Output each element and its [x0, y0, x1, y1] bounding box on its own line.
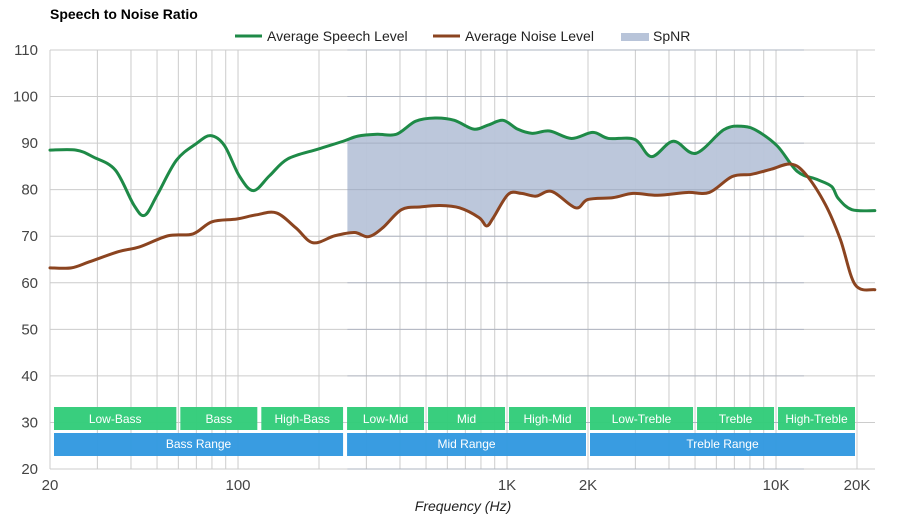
y-tick-label: 50: [21, 321, 38, 338]
band-mid: [428, 407, 506, 430]
y-tick-label: 90: [21, 135, 38, 152]
band-high-mid: [509, 407, 586, 430]
legend-label: Average Noise Level: [465, 28, 594, 44]
x-tick-label: 2K: [579, 477, 597, 494]
band-bass: [180, 407, 258, 430]
series-average-speech-level: [48, 116, 877, 218]
x-tick-label: 1K: [498, 477, 516, 494]
range-label: Treble Range: [686, 437, 759, 451]
y-axis: 20 30 40 50 60 70 80 90 100 110: [13, 42, 38, 478]
legend-label: Average Speech Level: [267, 28, 408, 44]
y-tick-label: 30: [21, 414, 38, 431]
x-axis: 20 100 1K 2K 10K 20K: [42, 477, 871, 494]
band-label: Mid: [457, 412, 476, 426]
band-low-mid: [347, 407, 425, 430]
range-bass-range: [54, 433, 344, 456]
y-tick-label: 80: [21, 182, 38, 199]
legend: Average Speech Level Average Noise Level S…: [235, 28, 690, 44]
legend-label: SpNR: [653, 28, 690, 44]
range-label: Mid Range: [438, 437, 496, 451]
band-treble: [697, 407, 775, 430]
band-high-bass: [261, 407, 344, 430]
legend-swatch: [621, 33, 649, 41]
range-mid-range: [347, 433, 586, 456]
x-tick-label: 10K: [763, 477, 790, 494]
range-label: Bass Range: [166, 437, 232, 451]
band-label: High-Bass: [275, 412, 330, 426]
y-tick-label: 20: [21, 461, 38, 478]
band-label: Bass: [205, 412, 232, 426]
y-tick-label: 110: [14, 42, 38, 59]
range-treble-range: [590, 433, 855, 456]
x-tick-label: 20: [42, 477, 59, 494]
band-high-treble: [778, 407, 855, 430]
y-tick-label: 70: [21, 228, 38, 245]
y-tick-label: 40: [21, 368, 38, 385]
band-low-bass: [54, 407, 177, 430]
band-label: Low-Mid: [363, 412, 408, 426]
band-label: High-Treble: [785, 412, 848, 426]
band-label: Low-Treble: [612, 412, 672, 426]
x-tick-label: 20K: [844, 477, 871, 494]
x-axis-label: Frequency (Hz): [415, 498, 511, 514]
gridlines: [49, 49, 875, 470]
band-label: High-Mid: [524, 412, 572, 426]
x-tick-label: 100: [226, 477, 251, 494]
series-lines: [48, 116, 877, 292]
band-label: Treble: [719, 412, 753, 426]
spnr-fill: [347, 118, 804, 237]
series-average-noise-level: [48, 162, 877, 292]
band-label: Low-Bass: [89, 412, 142, 426]
frequency-bands: Low-Bass Bass High-Bass Low-Mid Mid High-Mid L…: [54, 407, 855, 456]
band-low-treble: [590, 407, 694, 430]
y-tick-label: 100: [13, 89, 38, 106]
spnr-area: [347, 49, 804, 470]
y-tick-label: 60: [21, 275, 38, 292]
chart-title: Speech to Noise Ratio: [50, 6, 198, 22]
